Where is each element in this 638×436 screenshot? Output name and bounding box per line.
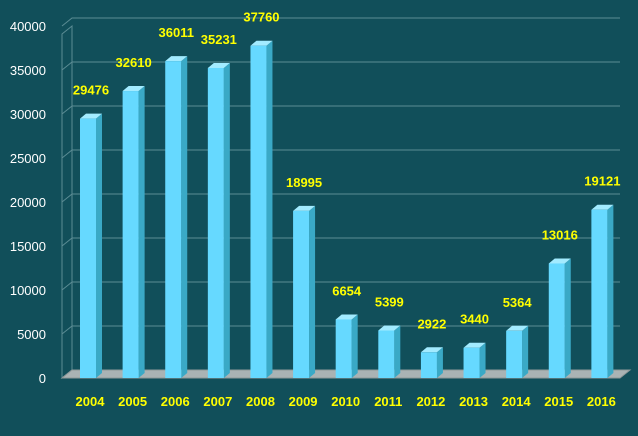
bar-top-2014: [506, 325, 529, 331]
y-tick-label: 30000: [10, 107, 46, 122]
x-tick-label-2011: 2011: [374, 394, 402, 409]
y-tick-label: 25000: [10, 151, 46, 166]
x-tick-label-2016: 2016: [587, 394, 616, 409]
bar-top-2015: [548, 258, 571, 264]
data-labels: 29476 32610 36011 35231 37760 18995 6654 5399 29…: [73, 10, 621, 332]
bar-top-2005: [122, 86, 145, 92]
y-axis-tick-labels: 0 5000 10000 15000 20000 25000 30000 35000 40000: [10, 19, 46, 386]
bar-2016: [591, 209, 608, 378]
x-tick-label-2009: 2009: [289, 394, 318, 409]
bar-side-2011: [394, 325, 401, 378]
bar-2011: [378, 330, 395, 378]
bar-top-2011: [378, 325, 401, 331]
bar-side-2012: [436, 347, 443, 378]
x-tick-label-2015: 2015: [544, 394, 573, 409]
data-label-2008: 37760: [243, 10, 279, 25]
y-tick-label: 0: [39, 371, 46, 386]
bar-top-2012: [420, 347, 443, 353]
bar-top-2013: [463, 342, 486, 348]
x-tick-label-2004: 2004: [76, 394, 106, 409]
x-tick-label-2008: 2008: [246, 394, 275, 409]
gridline: [61, 149, 620, 159]
y-tick-label: 5000: [17, 327, 46, 342]
data-label-2011: 5399: [375, 294, 404, 309]
bar-side-2004: [96, 113, 102, 378]
x-tick-label-2010: 2010: [331, 394, 360, 409]
bar-2012: [420, 352, 437, 378]
bar-side-2006: [181, 56, 188, 378]
bar-2009: [293, 210, 310, 378]
x-tick-label-2013: 2013: [459, 394, 488, 409]
gridline: [61, 105, 620, 115]
x-tick-label-2014: 2014: [502, 394, 532, 409]
bar-2013: [463, 347, 480, 378]
bar-side-2005: [138, 86, 145, 379]
y-tick-label: 35000: [10, 63, 46, 78]
bar-side-2010: [351, 314, 358, 378]
y-tick-label: 40000: [10, 19, 46, 34]
gridline: [61, 325, 620, 335]
bar-side-2014: [522, 325, 529, 378]
chart-walls: [61, 24, 73, 380]
x-tick-label-2012: 2012: [416, 394, 445, 409]
gridline: [61, 193, 620, 203]
bar-side-2008: [266, 40, 273, 378]
data-label-2015: 13016: [542, 227, 578, 242]
data-label-2009: 18995: [286, 175, 322, 190]
bar-side-2015: [564, 258, 571, 378]
data-label-2006: 36011: [159, 25, 194, 40]
x-tick-label-2007: 2007: [203, 394, 232, 409]
y-tick-label: 15000: [10, 239, 46, 254]
data-label-2016: 19121: [584, 174, 620, 189]
data-label-2005: 32610: [116, 55, 152, 70]
data-label-2010: 6654: [332, 283, 362, 298]
bar-top-2010: [335, 314, 358, 320]
data-label-2014: 5364: [503, 295, 533, 310]
gridline: [61, 237, 620, 247]
gridline: [61, 17, 620, 27]
bar-top-2016: [591, 204, 614, 210]
y-tick-label: 20000: [10, 195, 46, 210]
bar-2010: [335, 319, 352, 378]
data-label-2004: 29476: [73, 83, 109, 98]
bar-top-2008: [250, 40, 273, 46]
data-label-2007: 35231: [201, 32, 237, 47]
bar-2004: [80, 118, 96, 378]
gridline: [61, 61, 620, 71]
bar-2014: [506, 330, 523, 378]
bar-2008: [250, 45, 267, 378]
bar-side-2016: [607, 204, 614, 378]
bar-2005: [122, 91, 139, 379]
bar-top-2006: [165, 56, 188, 62]
bar-top-2007: [207, 62, 230, 68]
bar-2007: [207, 67, 224, 379]
bar-side-2009: [309, 205, 316, 378]
y-tick-label: 10000: [10, 283, 46, 298]
bar-side-2007: [223, 62, 230, 379]
bar-2015: [548, 263, 565, 378]
bar-top-2004: [80, 113, 102, 119]
data-label-2012: 2922: [417, 316, 446, 331]
bar-top-2009: [293, 205, 316, 211]
bar-2006: [165, 61, 182, 378]
side-wall: [61, 24, 73, 380]
x-tick-label-2006: 2006: [161, 394, 190, 409]
bar-side-2013: [479, 342, 486, 378]
x-axis-tick-labels: 2004 2005 2006 2007 2008 2009 2010 2011 2012 2013…: [76, 394, 616, 409]
bars: [80, 40, 614, 379]
x-tick-label-2005: 2005: [118, 394, 147, 409]
gridlines: [61, 17, 620, 379]
gridline: [61, 281, 620, 291]
data-label-2013: 3440: [460, 312, 489, 327]
